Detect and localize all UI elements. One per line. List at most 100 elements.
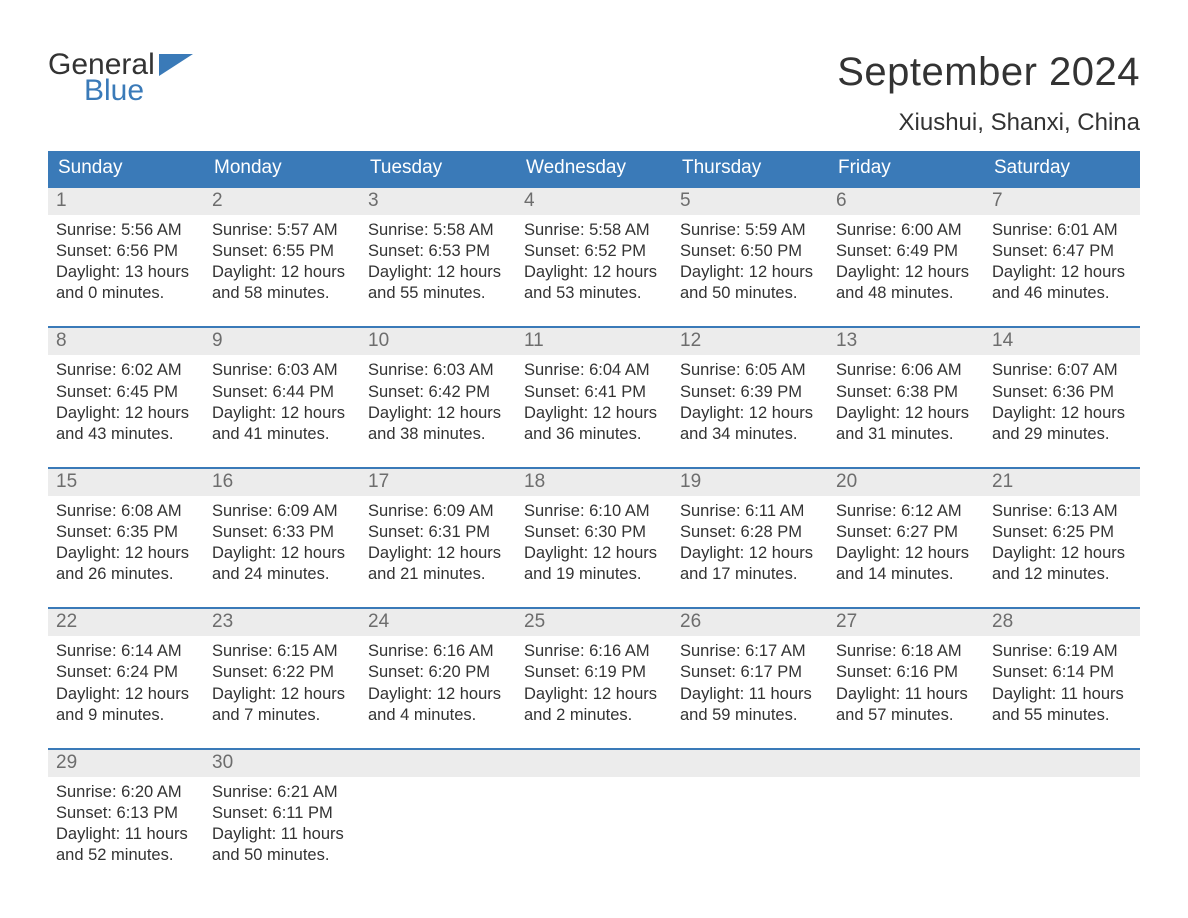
daylight-line-2: and 12 minutes.: [992, 564, 1132, 585]
sunrise-line: Sunrise: 6:13 AM: [992, 501, 1132, 522]
day-number: 22: [48, 609, 204, 636]
week-row: 22232425262728Sunrise: 6:14 AMSunset: 6:…: [48, 607, 1140, 725]
daylight-line-2: and 0 minutes.: [56, 283, 196, 304]
day-cell: Sunrise: 6:10 AMSunset: 6:30 PMDaylight:…: [516, 496, 672, 585]
daylight-line-2: and 36 minutes.: [524, 424, 664, 445]
daylight-line-2: and 55 minutes.: [368, 283, 508, 304]
daylight-line-1: Daylight: 11 hours: [992, 684, 1132, 705]
sunrise-line: Sunrise: 6:03 AM: [212, 360, 352, 381]
day-number: 12: [672, 328, 828, 355]
sunrise-line: Sunrise: 6:04 AM: [524, 360, 664, 381]
day-cell: Sunrise: 5:58 AMSunset: 6:52 PMDaylight:…: [516, 215, 672, 304]
day-cell: Sunrise: 6:21 AMSunset: 6:11 PMDaylight:…: [204, 777, 360, 866]
daylight-line-2: and 9 minutes.: [56, 705, 196, 726]
weekday-header-row: SundayMondayTuesdayWednesdayThursdayFrid…: [48, 151, 1140, 186]
daylight-line-1: Daylight: 12 hours: [56, 543, 196, 564]
day-number: 26: [672, 609, 828, 636]
day-number: [360, 750, 516, 777]
day-cell: Sunrise: 5:59 AMSunset: 6:50 PMDaylight:…: [672, 215, 828, 304]
sunset-line: Sunset: 6:56 PM: [56, 241, 196, 262]
day-cell: Sunrise: 5:56 AMSunset: 6:56 PMDaylight:…: [48, 215, 204, 304]
day-cell: Sunrise: 6:11 AMSunset: 6:28 PMDaylight:…: [672, 496, 828, 585]
day-cell: Sunrise: 6:16 AMSunset: 6:20 PMDaylight:…: [360, 636, 516, 725]
sunset-line: Sunset: 6:27 PM: [836, 522, 976, 543]
sunrise-line: Sunrise: 6:16 AM: [524, 641, 664, 662]
day-number: 13: [828, 328, 984, 355]
sunset-line: Sunset: 6:47 PM: [992, 241, 1132, 262]
day-cell: Sunrise: 6:18 AMSunset: 6:16 PMDaylight:…: [828, 636, 984, 725]
sunrise-line: Sunrise: 6:07 AM: [992, 360, 1132, 381]
day-cell: Sunrise: 6:05 AMSunset: 6:39 PMDaylight:…: [672, 355, 828, 444]
day-cell: Sunrise: 6:08 AMSunset: 6:35 PMDaylight:…: [48, 496, 204, 585]
daylight-line-1: Daylight: 12 hours: [524, 543, 664, 564]
logo-flag-icon: [159, 54, 193, 80]
week-row: 15161718192021Sunrise: 6:08 AMSunset: 6:…: [48, 467, 1140, 585]
day-cell: Sunrise: 6:02 AMSunset: 6:45 PMDaylight:…: [48, 355, 204, 444]
daylight-line-2: and 4 minutes.: [368, 705, 508, 726]
day-number: 2: [204, 188, 360, 215]
day-number: 8: [48, 328, 204, 355]
sunset-line: Sunset: 6:53 PM: [368, 241, 508, 262]
day-number: 28: [984, 609, 1140, 636]
daylight-line-2: and 34 minutes.: [680, 424, 820, 445]
day-cell: Sunrise: 5:58 AMSunset: 6:53 PMDaylight:…: [360, 215, 516, 304]
daylight-line-2: and 48 minutes.: [836, 283, 976, 304]
header: General Blue September 2024 Xiushui, Sha…: [48, 50, 1140, 137]
day-cell: Sunrise: 6:15 AMSunset: 6:22 PMDaylight:…: [204, 636, 360, 725]
day-cell: Sunrise: 6:14 AMSunset: 6:24 PMDaylight:…: [48, 636, 204, 725]
day-number: 19: [672, 469, 828, 496]
daylight-line-1: Daylight: 11 hours: [56, 824, 196, 845]
daylight-line-1: Daylight: 12 hours: [992, 543, 1132, 564]
title-block: September 2024 Xiushui, Shanxi, China: [837, 50, 1140, 137]
sunrise-line: Sunrise: 6:20 AM: [56, 782, 196, 803]
day-number-bar: 2930: [48, 750, 1140, 777]
daylight-line-2: and 29 minutes.: [992, 424, 1132, 445]
month-title: September 2024: [837, 50, 1140, 95]
daylight-line-1: Daylight: 12 hours: [836, 403, 976, 424]
day-cell: Sunrise: 6:13 AMSunset: 6:25 PMDaylight:…: [984, 496, 1140, 585]
day-cell: Sunrise: 6:19 AMSunset: 6:14 PMDaylight:…: [984, 636, 1140, 725]
sunset-line: Sunset: 6:55 PM: [212, 241, 352, 262]
sunset-line: Sunset: 6:14 PM: [992, 662, 1132, 683]
daylight-line-2: and 50 minutes.: [212, 845, 352, 866]
day-number: 20: [828, 469, 984, 496]
weekday-sunday: Sunday: [48, 151, 204, 186]
day-number: 16: [204, 469, 360, 496]
sunrise-line: Sunrise: 6:14 AM: [56, 641, 196, 662]
weekday-thursday: Thursday: [672, 151, 828, 186]
sunset-line: Sunset: 6:41 PM: [524, 382, 664, 403]
daylight-line-1: Daylight: 11 hours: [212, 824, 352, 845]
daylight-line-1: Daylight: 12 hours: [368, 684, 508, 705]
daylight-line-1: Daylight: 13 hours: [56, 262, 196, 283]
week-row: 891011121314Sunrise: 6:02 AMSunset: 6:45…: [48, 326, 1140, 444]
day-number: 21: [984, 469, 1140, 496]
sunset-line: Sunset: 6:22 PM: [212, 662, 352, 683]
logo-word-2: Blue: [84, 76, 155, 106]
daylight-line-2: and 53 minutes.: [524, 283, 664, 304]
sunrise-line: Sunrise: 6:17 AM: [680, 641, 820, 662]
day-cell: [360, 777, 516, 866]
daylight-line-2: and 57 minutes.: [836, 705, 976, 726]
sunrise-line: Sunrise: 6:02 AM: [56, 360, 196, 381]
daylight-line-2: and 43 minutes.: [56, 424, 196, 445]
sunrise-line: Sunrise: 6:06 AM: [836, 360, 976, 381]
daylight-line-1: Daylight: 12 hours: [212, 684, 352, 705]
sunrise-line: Sunrise: 5:57 AM: [212, 220, 352, 241]
day-number: [984, 750, 1140, 777]
daylight-line-2: and 24 minutes.: [212, 564, 352, 585]
daylight-line-1: Daylight: 12 hours: [56, 684, 196, 705]
sunset-line: Sunset: 6:42 PM: [368, 382, 508, 403]
day-cell: [672, 777, 828, 866]
day-number-bar: 22232425262728: [48, 609, 1140, 636]
day-number: 23: [204, 609, 360, 636]
week-row: 2930Sunrise: 6:20 AMSunset: 6:13 PMDayli…: [48, 748, 1140, 866]
day-cell: Sunrise: 6:01 AMSunset: 6:47 PMDaylight:…: [984, 215, 1140, 304]
daylight-line-2: and 7 minutes.: [212, 705, 352, 726]
day-number: 5: [672, 188, 828, 215]
day-number: 17: [360, 469, 516, 496]
daylight-line-1: Daylight: 12 hours: [836, 262, 976, 283]
sunrise-line: Sunrise: 5:58 AM: [524, 220, 664, 241]
daylight-line-1: Daylight: 12 hours: [212, 262, 352, 283]
sunset-line: Sunset: 6:25 PM: [992, 522, 1132, 543]
sunset-line: Sunset: 6:45 PM: [56, 382, 196, 403]
